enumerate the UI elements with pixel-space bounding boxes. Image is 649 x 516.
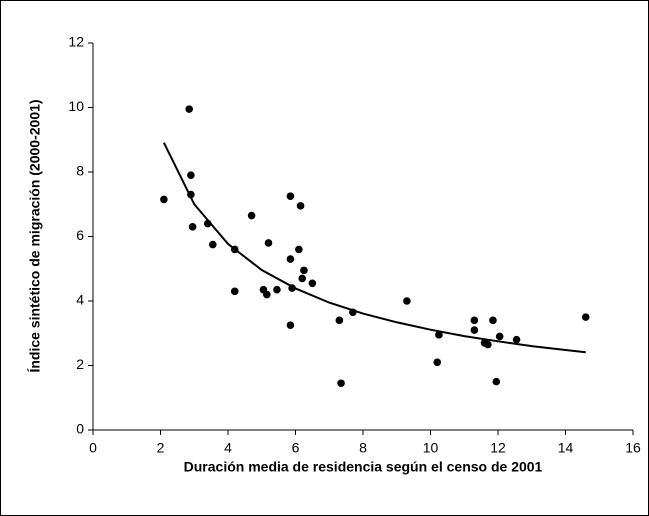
point: [296, 202, 305, 210]
y-tick-label: 4: [76, 292, 84, 308]
point: [337, 379, 345, 388]
point: [286, 255, 295, 263]
y-tick-label: 2: [76, 356, 84, 372]
point: [308, 279, 317, 288]
point: [286, 192, 295, 200]
point: [264, 239, 273, 247]
x-tick-label: 0: [89, 440, 97, 456]
x-tick-label: 2: [157, 440, 165, 456]
point: [484, 340, 492, 349]
point: [492, 377, 501, 386]
point: [335, 316, 344, 325]
point: [160, 195, 168, 204]
x-tick-label: 6: [292, 440, 300, 456]
point: [185, 105, 193, 113]
y-tick-label: 6: [76, 227, 84, 243]
point: [230, 287, 239, 296]
point: [581, 313, 590, 321]
point: [263, 290, 271, 299]
x-tick-label: 8: [359, 440, 367, 456]
x-tick-label: 14: [558, 440, 574, 456]
x-axis-title: Duración media de residencia según el ce…: [184, 459, 543, 475]
point: [295, 245, 303, 254]
point: [298, 274, 307, 283]
y-axis-title: Índice sintético de migración (2000-2001…: [27, 99, 43, 372]
point: [489, 316, 497, 325]
x-tick-label: 4: [224, 440, 232, 456]
x-tick-label: 10: [423, 440, 439, 456]
point: [286, 321, 295, 329]
y-tick-label: 12: [68, 34, 84, 50]
point: [403, 297, 411, 305]
point: [188, 223, 197, 231]
trend-line: [162, 142, 586, 354]
point: [495, 332, 504, 341]
y-tick-label: 0: [76, 421, 84, 437]
point: [435, 331, 443, 339]
y-tick-label: 8: [76, 163, 84, 179]
y-tick-label: 10: [68, 98, 84, 114]
x-tick-label: 16: [625, 440, 641, 456]
point: [273, 285, 281, 294]
point: [300, 266, 308, 275]
point: [209, 240, 217, 249]
x-tick-label: 12: [490, 440, 506, 456]
point: [512, 335, 521, 344]
point: [470, 326, 479, 334]
point: [470, 316, 479, 325]
point: [187, 171, 195, 180]
point: [433, 358, 442, 367]
point: [247, 211, 256, 220]
